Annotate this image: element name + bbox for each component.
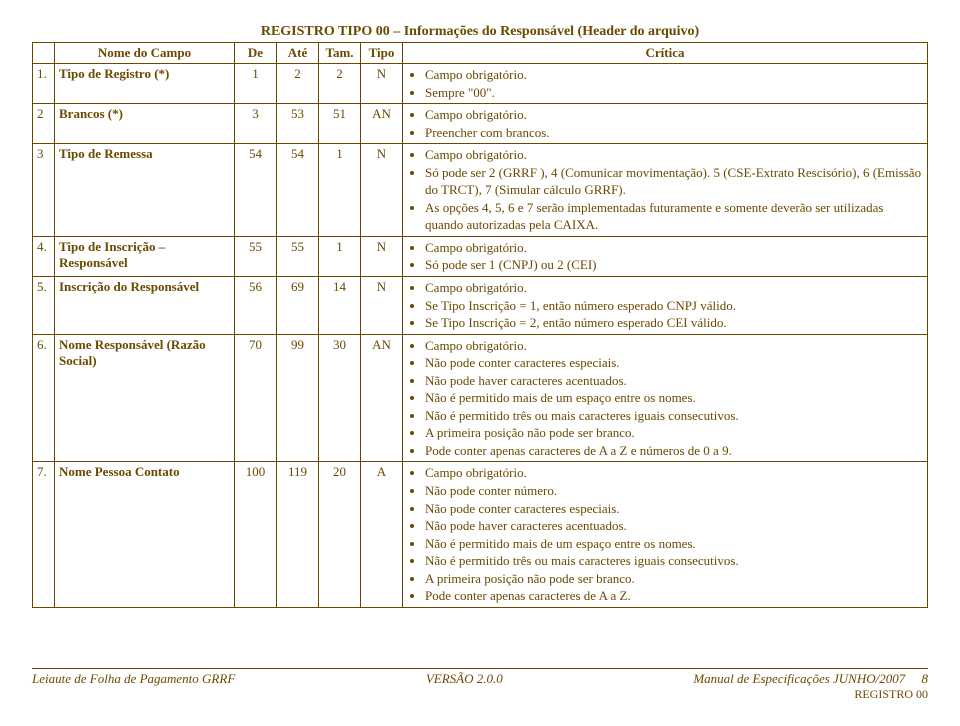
cell-ate: 54 [277,144,319,237]
cell-tipo: N [361,144,403,237]
col-header-critica: Crítica [403,43,928,64]
cell-ate: 69 [277,277,319,335]
critica-item: Campo obrigatório. [425,464,923,482]
footer-right: Manual de Especificações JUNHO/2007 8 [693,671,928,687]
critica-item: Sempre "00". [425,84,923,102]
spec-table: Nome do Campo De Até Tam. Tipo Crítica 1… [32,42,928,608]
cell-ate: 119 [277,462,319,607]
table-row: 5.Inscrição do Responsável566914NCampo o… [33,277,928,335]
cell-nome: Tipo de Inscrição – Responsável [55,236,235,276]
table-row: 6.Nome Responsável (Razão Social)709930A… [33,334,928,462]
cell-ate: 53 [277,104,319,144]
table-row: 2Brancos (*)35351ANCampo obrigatório.Pre… [33,104,928,144]
document-title: REGISTRO TIPO 00 – Informações do Respon… [32,24,928,40]
table-row: 4.Tipo de Inscrição – Responsável55551NC… [33,236,928,276]
page-footer: Leiaute de Folha de Pagamento GRRF VERSÃ… [32,668,928,687]
col-header-tipo: Tipo [361,43,403,64]
critica-item: Se Tipo Inscrição = 2, então número espe… [425,314,923,332]
cell-num: 5. [33,277,55,335]
cell-ate: 2 [277,64,319,104]
cell-de: 3 [235,104,277,144]
cell-critica: Campo obrigatório.Se Tipo Inscrição = 1,… [403,277,928,335]
cell-critica: Campo obrigatório.Preencher com brancos. [403,104,928,144]
critica-item: Não pode haver caracteres acentuados. [425,372,923,390]
cell-ate: 55 [277,236,319,276]
cell-tipo: N [361,64,403,104]
cell-num: 4. [33,236,55,276]
table-row: 7.Nome Pessoa Contato10011920ACampo obri… [33,462,928,607]
critica-item: Não pode conter caracteres especiais. [425,500,923,518]
cell-critica: Campo obrigatório.Só pode ser 1 (CNPJ) o… [403,236,928,276]
critica-item: Não pode haver caracteres acentuados. [425,517,923,535]
cell-nome: Nome Responsável (Razão Social) [55,334,235,462]
cell-nome: Tipo de Remessa [55,144,235,237]
cell-tam: 51 [319,104,361,144]
critica-item: Não é permitido mais de um espaço entre … [425,535,923,553]
critica-item: Campo obrigatório. [425,239,923,257]
footer-left: Leiaute de Folha de Pagamento GRRF [32,671,235,687]
critica-item: Pode conter apenas caracteres de A a Z. [425,587,923,605]
col-header-num [33,43,55,64]
critica-item: Campo obrigatório. [425,106,923,124]
cell-tam: 20 [319,462,361,607]
cell-nome: Nome Pessoa Contato [55,462,235,607]
col-header-tam: Tam. [319,43,361,64]
critica-item: Não é permitido três ou mais caracteres … [425,407,923,425]
cell-tipo: N [361,277,403,335]
critica-item: Se Tipo Inscrição = 1, então número espe… [425,297,923,315]
critica-item: Não é permitido mais de um espaço entre … [425,389,923,407]
critica-item: Campo obrigatório. [425,66,923,84]
critica-item: Campo obrigatório. [425,337,923,355]
cell-tipo: N [361,236,403,276]
footer-center: VERSÃO 2.0.0 [235,671,693,687]
cell-critica: Campo obrigatório.Não pode conter caract… [403,334,928,462]
critica-item: As opções 4, 5, 6 e 7 serão implementada… [425,199,923,234]
cell-tam: 1 [319,236,361,276]
cell-tam: 2 [319,64,361,104]
cell-num: 6. [33,334,55,462]
critica-item: Não é permitido três ou mais caracteres … [425,552,923,570]
critica-item: A primeira posição não pode ser branco. [425,570,923,588]
critica-item: Pode conter apenas caracteres de A a Z e… [425,442,923,460]
critica-item: Campo obrigatório. [425,146,923,164]
cell-nome: Tipo de Registro (*) [55,64,235,104]
cell-tipo: A [361,462,403,607]
cell-de: 54 [235,144,277,237]
cell-nome: Brancos (*) [55,104,235,144]
cell-nome: Inscrição do Responsável [55,277,235,335]
col-header-ate: Até [277,43,319,64]
cell-tam: 1 [319,144,361,237]
critica-item: Não pode conter número. [425,482,923,500]
cell-num: 2 [33,104,55,144]
cell-critica: Campo obrigatório.Só pode ser 2 (GRRF ),… [403,144,928,237]
cell-de: 56 [235,277,277,335]
critica-item: Só pode ser 1 (CNPJ) ou 2 (CEI) [425,256,923,274]
cell-num: 3 [33,144,55,237]
cell-tipo: AN [361,104,403,144]
critica-item: A primeira posição não pode ser branco. [425,424,923,442]
cell-num: 1. [33,64,55,104]
table-row: 3Tipo de Remessa54541NCampo obrigatório.… [33,144,928,237]
cell-tam: 14 [319,277,361,335]
col-header-de: De [235,43,277,64]
cell-tam: 30 [319,334,361,462]
col-header-nome: Nome do Campo [55,43,235,64]
table-header-row: Nome do Campo De Até Tam. Tipo Crítica [33,43,928,64]
cell-de: 100 [235,462,277,607]
cell-num: 7. [33,462,55,607]
cell-de: 1 [235,64,277,104]
cell-de: 55 [235,236,277,276]
cell-critica: Campo obrigatório.Não pode conter número… [403,462,928,607]
critica-item: Preencher com brancos. [425,124,923,142]
table-row: 1.Tipo de Registro (*)122NCampo obrigató… [33,64,928,104]
critica-item: Só pode ser 2 (GRRF ), 4 (Comunicar movi… [425,164,923,199]
cell-critica: Campo obrigatório.Sempre "00". [403,64,928,104]
cell-de: 70 [235,334,277,462]
critica-item: Campo obrigatório. [425,279,923,297]
cell-ate: 99 [277,334,319,462]
cell-tipo: AN [361,334,403,462]
footer-register-line: REGISTRO 00 [32,687,928,702]
critica-item: Não pode conter caracteres especiais. [425,354,923,372]
